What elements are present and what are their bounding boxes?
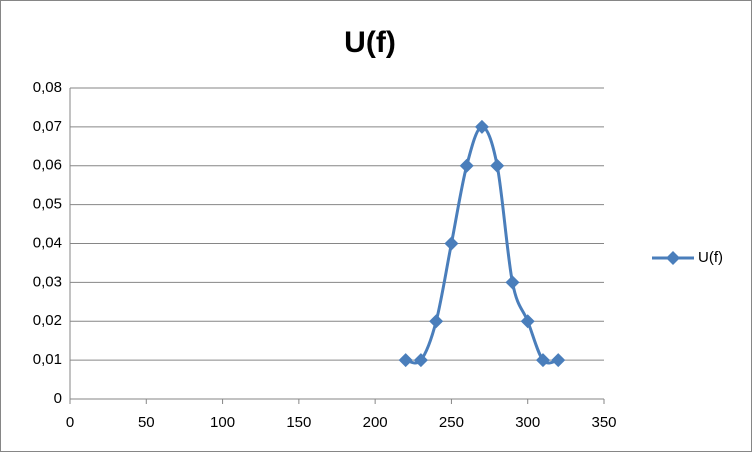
x-tick-label: 0 [66, 414, 74, 431]
marker [551, 353, 566, 368]
y-tick-label: 0,01 [33, 351, 62, 368]
x-tick-label: 50 [138, 414, 155, 431]
legend-marker [666, 251, 680, 265]
marker [413, 353, 428, 368]
x-tick-label: 300 [515, 414, 540, 431]
y-tick-label: 0,04 [33, 234, 62, 251]
marker [520, 314, 535, 329]
x-tick-label: 100 [210, 414, 235, 431]
y-tick-label: 0 [54, 390, 62, 407]
y-tick-label: 0,07 [33, 118, 62, 135]
x-tick-label: 150 [286, 414, 311, 431]
y-tick-label: 0,08 [33, 79, 62, 96]
x-tick-label: 350 [591, 414, 616, 431]
marker [490, 158, 505, 173]
y-tick-label: 0,02 [33, 312, 62, 329]
marker [459, 158, 474, 173]
y-tick-label: 0,05 [33, 196, 62, 213]
marker [474, 119, 489, 134]
marker [429, 314, 444, 329]
y-tick-label: 0,06 [33, 157, 62, 174]
legend-label: U(f) [698, 249, 723, 266]
marker [505, 275, 520, 290]
y-tick-label: 0,03 [33, 273, 62, 290]
chart-title: U(f) [344, 26, 396, 59]
marker [398, 353, 413, 368]
x-tick-label: 250 [439, 414, 464, 431]
marker [535, 353, 550, 368]
marker [444, 236, 459, 251]
x-tick-label: 200 [363, 414, 388, 431]
